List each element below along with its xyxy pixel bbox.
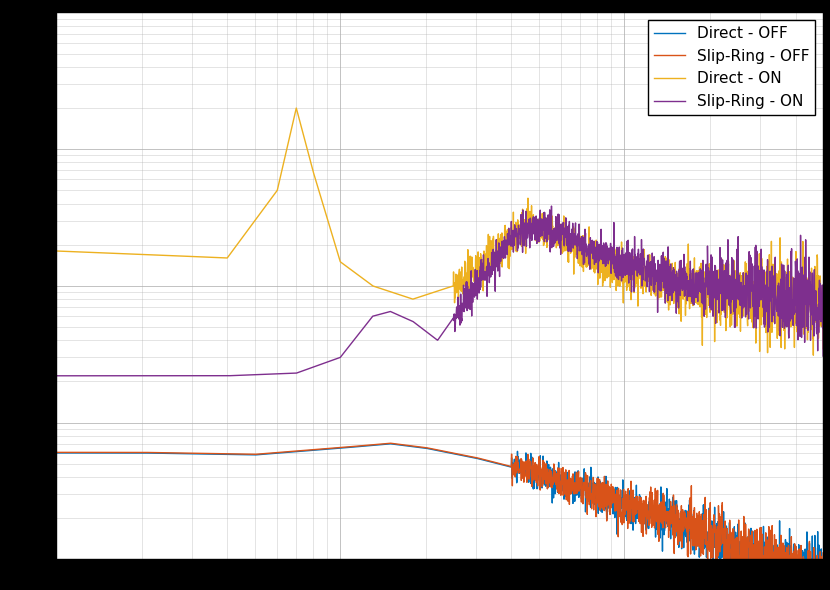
Direct - OFF <box>818 560 828 567</box>
Direct - ON <box>720 300 730 307</box>
Line: Direct - ON: Direct - ON <box>56 108 823 355</box>
Slip-Ring - OFF <box>378 440 388 447</box>
Slip-Ring - OFF <box>139 449 149 456</box>
Direct - ON <box>803 329 813 336</box>
Direct - OFF <box>345 444 355 451</box>
Slip-Ring - ON <box>345 341 355 348</box>
Slip-Ring - OFF <box>345 443 355 450</box>
Slip-Ring - OFF <box>385 440 395 447</box>
Slip-Ring - ON <box>184 372 194 379</box>
Slip-Ring - ON <box>139 372 149 379</box>
Direct - OFF <box>51 450 61 457</box>
Slip-Ring - ON <box>818 352 828 359</box>
Direct - ON <box>51 247 61 254</box>
Direct - OFF <box>139 450 149 457</box>
Direct - OFF <box>385 440 395 447</box>
Slip-Ring - OFF <box>803 571 813 578</box>
Direct - OFF <box>720 540 730 548</box>
Slip-Ring - OFF <box>818 549 828 556</box>
Direct - ON <box>184 253 194 260</box>
Slip-Ring - ON <box>803 309 813 316</box>
Line: Slip-Ring - ON: Slip-Ring - ON <box>56 206 823 376</box>
Slip-Ring - ON <box>546 202 556 209</box>
Slip-Ring - OFF <box>51 449 61 456</box>
Slip-Ring - OFF <box>184 450 194 457</box>
Direct - ON <box>345 266 355 273</box>
Legend: Direct - OFF, Slip-Ring - OFF, Direct - ON, Slip-Ring - ON: Direct - OFF, Slip-Ring - OFF, Direct - … <box>648 20 815 115</box>
Slip-Ring - OFF <box>720 541 730 548</box>
Line: Direct - OFF: Direct - OFF <box>56 444 823 590</box>
Direct - OFF <box>184 450 194 457</box>
Slip-Ring - ON <box>720 296 730 303</box>
Direct - OFF <box>378 441 388 448</box>
Direct - ON <box>291 104 301 112</box>
Direct - ON <box>818 345 828 352</box>
Direct - ON <box>139 251 149 258</box>
Direct - ON <box>378 286 388 293</box>
Slip-Ring - ON <box>51 372 61 379</box>
Direct - ON <box>808 352 818 359</box>
Direct - OFF <box>803 557 813 564</box>
Slip-Ring - ON <box>378 310 388 317</box>
Line: Slip-Ring - OFF: Slip-Ring - OFF <box>56 443 823 590</box>
